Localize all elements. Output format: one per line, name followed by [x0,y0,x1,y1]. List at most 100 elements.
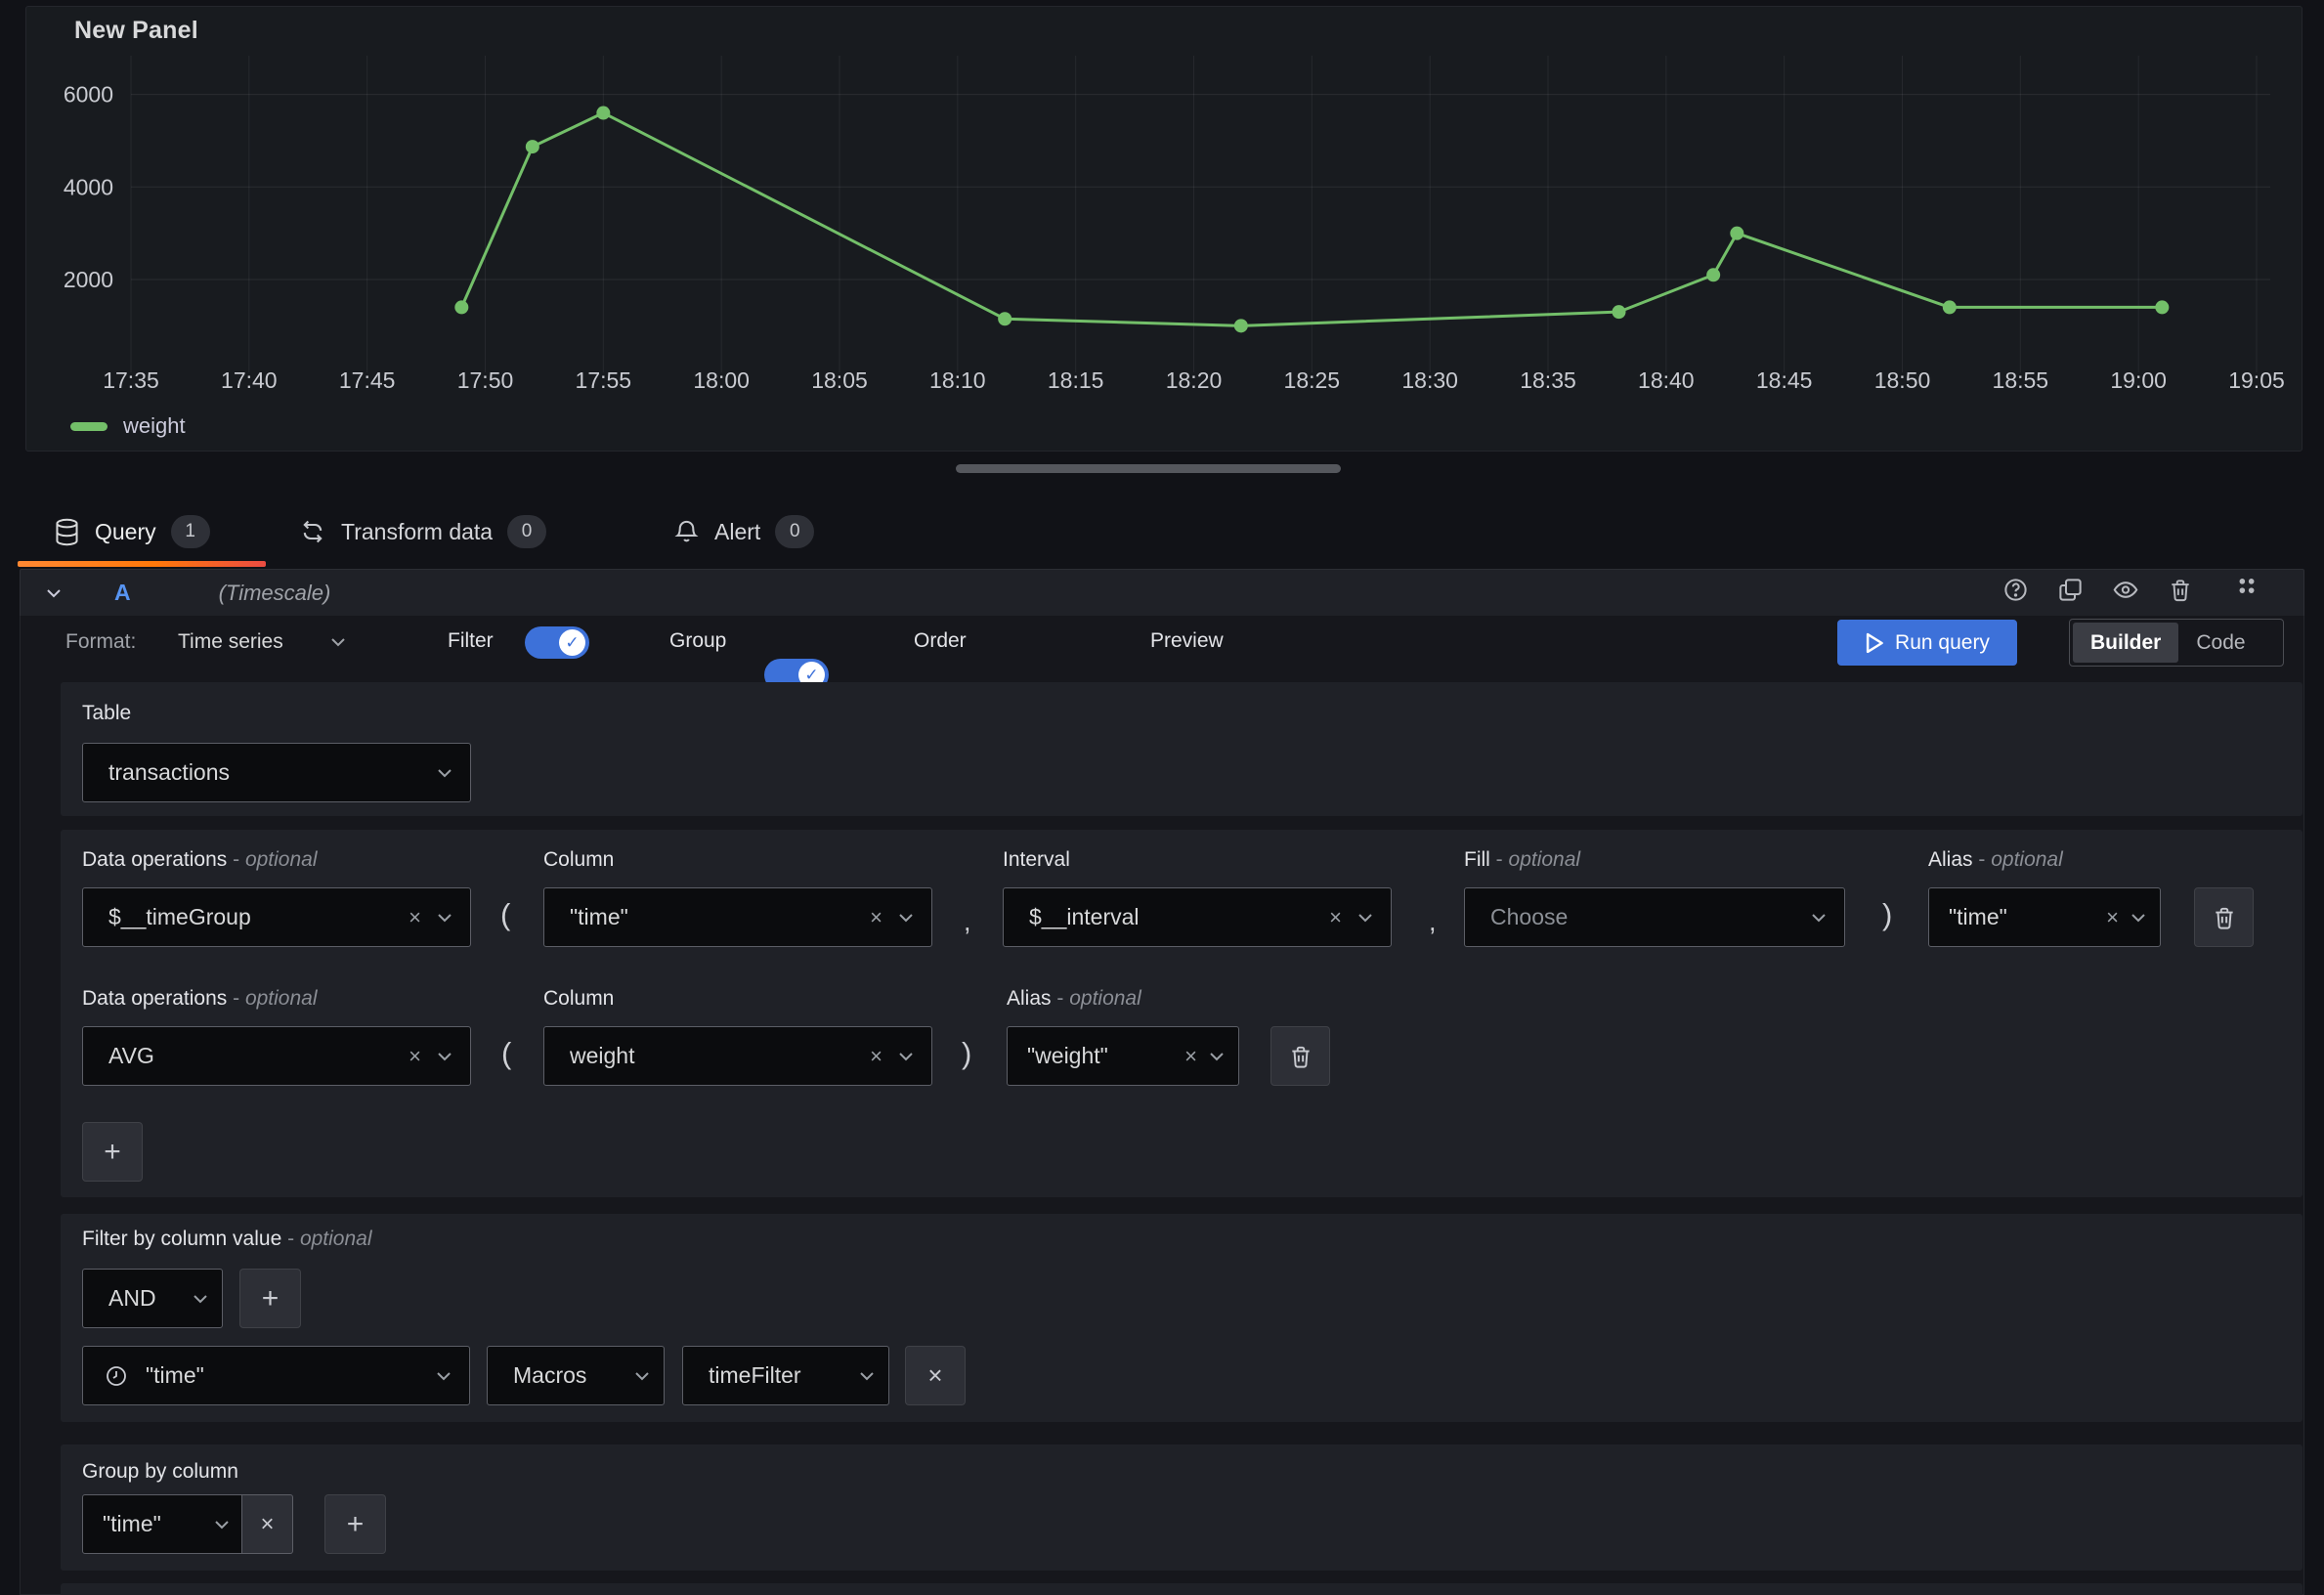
remove-dataop-row-2-button[interactable] [1270,1026,1330,1086]
svg-text:18:05: 18:05 [811,367,868,393]
svg-text:2000: 2000 [64,267,113,292]
dataops-label-1: Data operations - optional [82,848,318,871]
play-icon [1865,632,1884,654]
legend-series-label[interactable]: weight [123,413,186,438]
clear-icon[interactable]: × [1184,1043,1197,1068]
timeseries-panel: New Panel 2000 4000 6000 17:35 17:40 17:45 17:… [25,6,2302,452]
add-dataop-row-button[interactable]: + [82,1122,143,1182]
svg-text:17:50: 17:50 [457,367,514,393]
dataops-section-card [61,830,2302,1197]
preview-toggle-label: Preview [1150,629,1224,652]
svg-text:6000: 6000 [64,82,113,108]
run-query-button[interactable]: Run query [1837,620,2017,666]
table-select[interactable]: transactions [82,743,471,802]
dataop-select-1[interactable]: $__timeGroup × [82,887,471,947]
chevron-down-icon [437,1371,451,1380]
chevron-down-icon [899,1052,913,1060]
tab-query-label: Query [95,518,156,544]
interval-select[interactable]: $__interval × [1003,887,1392,947]
chevron-down-icon [438,1052,452,1060]
chart-legend[interactable]: weight [70,413,186,439]
clear-icon[interactable]: × [870,1043,882,1068]
column-label-2: Column [543,987,615,1010]
trash-icon [1291,1046,1310,1068]
column-select-1[interactable]: "time" × [543,887,932,947]
comma: , [1429,907,1437,936]
tab-query-count-badge: 1 [170,515,210,548]
filter-logic-select[interactable]: AND [82,1269,223,1328]
svg-text:17:45: 17:45 [339,367,396,393]
chevron-down-icon [438,913,452,922]
builder-mode-button[interactable]: Builder [2073,623,2179,663]
tab-query[interactable]: Query 1 [54,510,210,553]
filter-field-value: "time" [146,1362,204,1388]
remove-group-field-button[interactable]: × [242,1494,293,1554]
clear-icon[interactable]: × [870,904,882,929]
builder-code-segment: Builder Code [2069,619,2284,667]
filter-toggle[interactable]: ✓ [525,626,589,659]
code-mode-button[interactable]: Code [2196,630,2246,654]
group-field-select[interactable]: "time" [82,1494,242,1554]
add-filter-button[interactable]: + [239,1269,301,1328]
add-group-field-button[interactable]: + [324,1494,386,1554]
chevron-down-icon[interactable] [330,637,346,647]
chevron-down-icon [215,1520,229,1529]
dataop-select-2-value: AVG [108,1043,154,1068]
panel-title: New Panel [74,17,198,44]
trash-icon[interactable] [2168,577,2193,603]
query-datasource-label: (Timescale) [218,580,331,605]
legend-series-swatch [70,421,108,431]
tab-transform-data[interactable]: Transform data 0 [299,510,547,553]
column-select-2[interactable]: weight × [543,1026,932,1086]
chevron-down-icon [635,1371,649,1380]
tab-transform-label: Transform data [341,518,494,544]
interval-select-value: $__interval [1029,904,1140,929]
dataops-label-2: Data operations - optional [82,987,318,1010]
svg-text:18:00: 18:00 [693,367,750,393]
svg-text:18:15: 18:15 [1048,367,1104,393]
help-icon[interactable] [2002,577,2029,603]
fill-label: Fill - optional [1464,848,1581,871]
eye-icon[interactable] [2112,577,2139,603]
run-query-label: Run query [1895,630,1990,654]
svg-text:19:00: 19:00 [2110,367,2167,393]
chevron-down-icon[interactable] [46,588,62,598]
horizontal-scrollbar[interactable] [956,464,1341,473]
dataop-select-2[interactable]: AVG × [82,1026,471,1086]
format-value-select[interactable]: Time series [178,630,283,653]
filter-macros-select[interactable]: Macros [487,1346,665,1405]
clear-icon[interactable]: × [409,904,421,929]
filter-section-label: Filter by column value - optional [82,1228,372,1250]
format-label: Format: [65,630,137,653]
dataop-select-1-value: $__timeGroup [108,904,251,929]
timeseries-chart: 2000 4000 6000 17:35 17:40 17:45 17:50 17:55 18:… [64,56,2285,393]
filter-field-select[interactable]: "time" [82,1346,470,1405]
column-select-1-value: "time" [570,904,628,929]
alias-label-2: Alias - optional [1007,987,1141,1010]
close-paren: ) [962,1036,972,1070]
filter-macro-value-select[interactable]: timeFilter [682,1346,889,1405]
duplicate-icon[interactable] [2057,577,2084,603]
clear-icon[interactable]: × [2106,904,2119,929]
clear-icon[interactable]: × [409,1043,421,1068]
fill-select-placeholder: Choose [1490,904,1569,929]
tab-alert[interactable]: Alert 0 [673,510,815,553]
svg-text:18:55: 18:55 [1993,367,2049,393]
clear-icon[interactable]: × [1329,904,1342,929]
svg-text:18:10: 18:10 [929,367,986,393]
drag-handle-icon[interactable] [2235,576,2259,603]
remove-filter-button[interactable]: × [905,1346,966,1405]
active-tab-underline [18,561,266,567]
chevron-down-icon [1210,1052,1224,1060]
fill-select[interactable]: Choose [1464,887,1845,947]
group-section-card [61,1444,2302,1571]
alias-select-2[interactable]: "weight" × [1007,1026,1239,1086]
svg-text:17:35: 17:35 [103,367,159,393]
next-section-sliver [61,1583,2302,1595]
alias-select-1[interactable]: "time" × [1928,887,2161,947]
query-row-header[interactable]: A (Timescale) [20,569,2304,616]
remove-dataop-row-1-button[interactable] [2194,887,2254,947]
alias-select-2-value: "weight" [1027,1043,1108,1068]
tab-alert-count-badge: 0 [775,515,815,548]
query-ref-letter[interactable]: A [114,580,131,605]
